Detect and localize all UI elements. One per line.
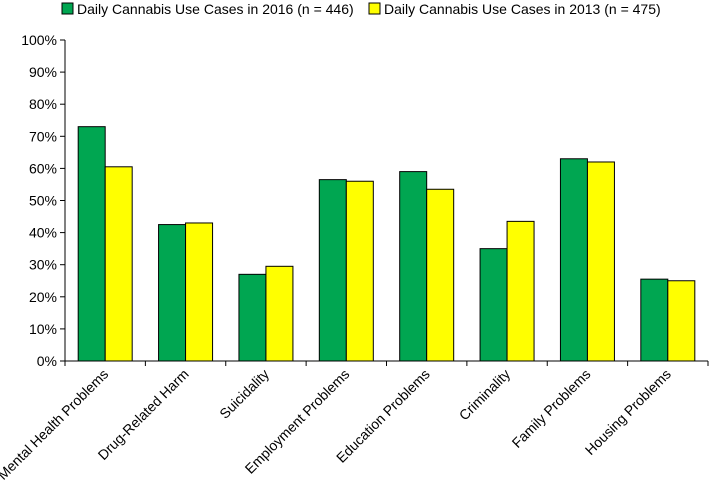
y-tick-label: 50% — [29, 193, 57, 209]
y-tick-label: 100% — [21, 32, 57, 48]
bar-2016-criminality — [479, 248, 508, 362]
bar-2013-employment-problems — [345, 180, 374, 362]
y-tick-label: 60% — [29, 160, 57, 176]
legend-label: Daily Cannabis Use Cases in 2016 (n = 44… — [77, 1, 354, 17]
y-tick-label: 70% — [29, 128, 57, 144]
y-axis: 0% 10% 20% 30% 40% 50% 60% 70% 80% 90% 100% — [21, 32, 66, 369]
y-tick-label: 20% — [29, 289, 57, 305]
legend-swatch — [61, 2, 74, 15]
bar-2016-education-problems — [399, 171, 428, 362]
bar-2016-suicidality — [238, 273, 267, 362]
y-tick-label: 30% — [29, 257, 57, 273]
bar-2013-drug-related-harm — [185, 222, 214, 362]
x-tick-label: Drug-Related Harm — [95, 366, 192, 463]
bar-2016-mental-health-problems — [77, 126, 106, 362]
bar-2013-education-problems — [426, 188, 455, 362]
x-tick-label: Housing Problems — [582, 366, 674, 458]
legend: Daily Cannabis Use Cases in 2016 (n = 44… — [61, 1, 661, 17]
y-tick-label: 0% — [37, 353, 57, 369]
bar-2016-employment-problems — [318, 179, 347, 362]
y-tick-label: 10% — [29, 321, 57, 337]
y-tick-label: 40% — [29, 225, 57, 241]
bar-2013-mental-health-problems — [104, 166, 133, 362]
legend-label: Daily Cannabis Use Cases in 2013 (n = 47… — [384, 1, 661, 17]
bar-2013-housing-problems — [667, 280, 696, 362]
bar-2013-criminality — [506, 220, 535, 362]
x-tick-label: Mental Health Problems — [0, 366, 111, 483]
bar-2016-drug-related-harm — [158, 224, 187, 362]
bars — [77, 126, 696, 362]
y-tick-label: 90% — [29, 64, 57, 80]
x-tick-label: Suicidality — [216, 366, 272, 422]
x-tick-label: Family Problems — [509, 366, 594, 451]
bar-2013-suicidality — [265, 265, 294, 362]
bar-2013-family-problems — [586, 161, 615, 362]
legend-swatch — [368, 2, 381, 15]
x-tick-label: Criminality — [456, 366, 514, 424]
bar-2016-housing-problems — [640, 278, 669, 362]
y-tick-label: 80% — [29, 96, 57, 112]
bar-2016-family-problems — [559, 158, 588, 362]
